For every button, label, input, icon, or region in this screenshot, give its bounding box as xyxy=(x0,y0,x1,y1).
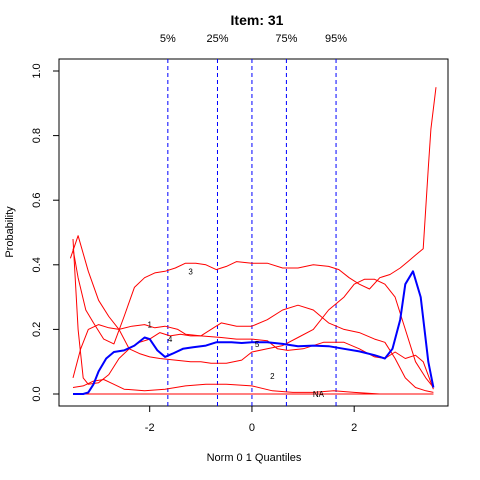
y-tick-label: 0.0 xyxy=(31,386,43,401)
quantile-label: 25% xyxy=(206,33,228,45)
y-tick-label: 0.2 xyxy=(31,322,43,337)
quantile-label: 75% xyxy=(275,33,297,45)
curve-label: 1 xyxy=(147,321,152,330)
quantile-lines: 5% 25% 75% 95% xyxy=(160,33,347,406)
chart-title: Item: 31 xyxy=(231,12,284,28)
y-tick-label: 1.0 xyxy=(31,63,43,78)
option-curve xyxy=(72,87,437,345)
curve-label: NA xyxy=(313,390,325,399)
y-tick-label: 0.6 xyxy=(31,193,43,208)
x-tick-label: 2 xyxy=(351,422,357,434)
curve-label: 4 xyxy=(168,335,173,344)
y-tick-label: 0.4 xyxy=(31,257,43,272)
option-curve xyxy=(72,379,434,395)
y-axis: 0.0 0.2 0.4 0.6 0.8 1.0 xyxy=(31,63,59,402)
option-curve xyxy=(69,235,434,388)
curve-label: 2 xyxy=(270,372,275,381)
x-axis: -2 0 2 xyxy=(145,406,357,434)
quantile-label: 5% xyxy=(160,33,176,45)
x-tick-label: -2 xyxy=(145,422,155,434)
x-tick-label: 0 xyxy=(249,422,255,434)
series-layer xyxy=(69,87,437,395)
option-curve xyxy=(72,238,434,393)
quantile-label: 95% xyxy=(325,33,347,45)
curve-label: 5 xyxy=(255,340,260,349)
y-axis-label: Probability xyxy=(4,206,16,258)
x-axis-label: Norm 0 1 Quantiles xyxy=(207,452,302,464)
curve-label: 3 xyxy=(188,267,193,276)
y-tick-label: 0.8 xyxy=(31,128,43,143)
curve-labels: 1 2 3 4 5 NA xyxy=(147,267,324,399)
plot-frame xyxy=(58,58,449,407)
key-curve xyxy=(73,270,435,395)
